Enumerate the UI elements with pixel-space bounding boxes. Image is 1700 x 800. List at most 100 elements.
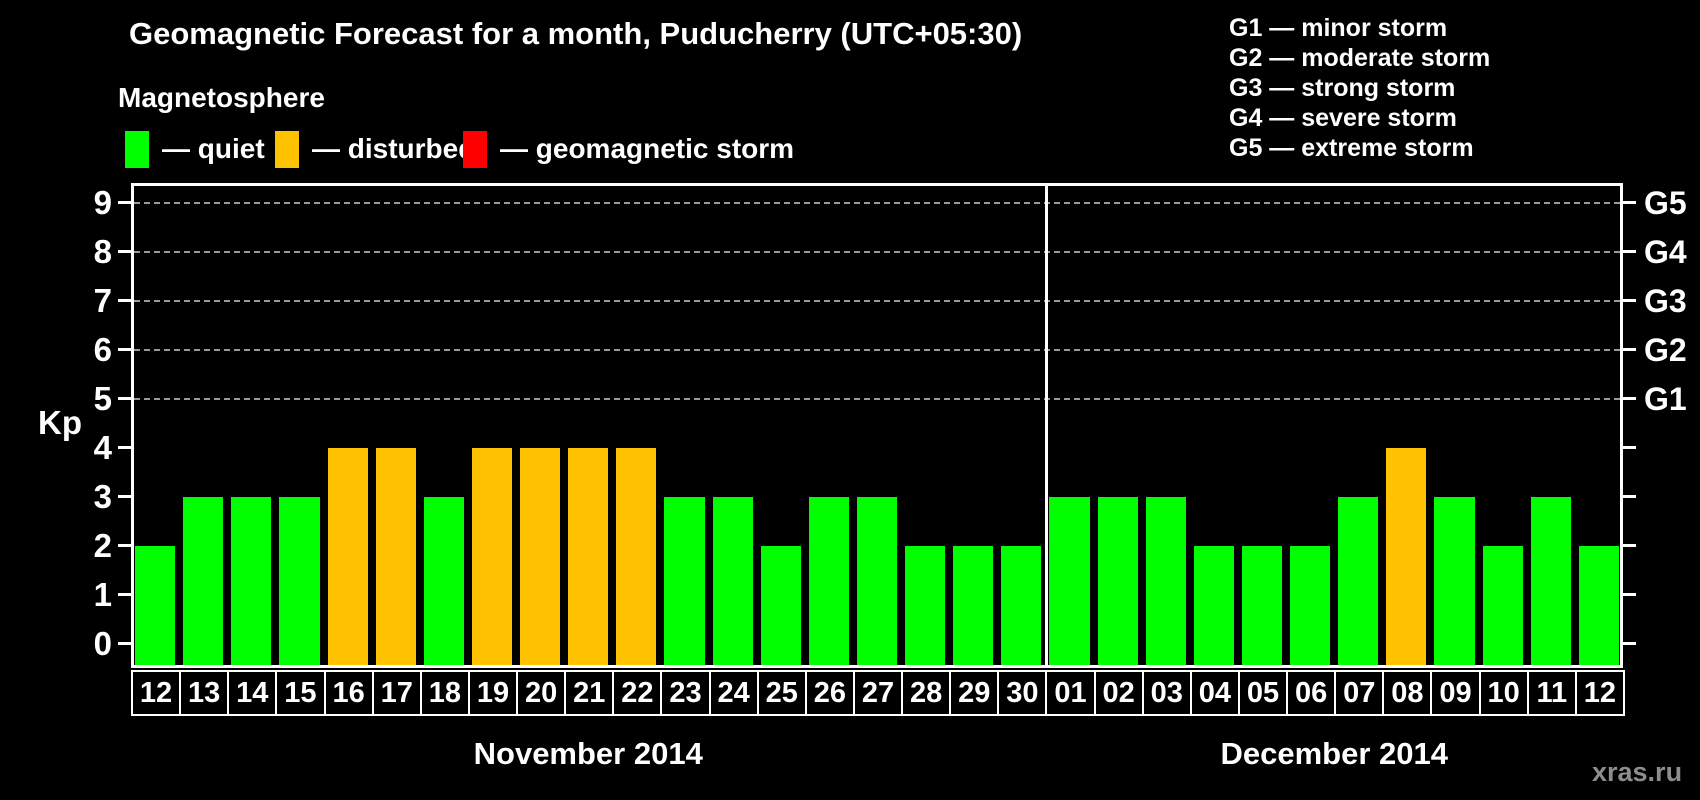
right-axis-tick-4 (1623, 446, 1636, 450)
y-axis-label-5: 5 (93, 379, 112, 417)
kp-bar-november-15 (279, 496, 320, 665)
y-axis-title: Kp (38, 404, 82, 441)
month-label-november: November 2014 (473, 736, 703, 771)
kp-bar-december-08 (1386, 447, 1427, 665)
gridline-kp8 (134, 250, 1620, 253)
right-axis-tick-3 (1623, 495, 1636, 499)
gridline-kp5 (134, 397, 1620, 400)
legend-item-quiet: — quiet (125, 130, 265, 168)
kp-bar-december-05 (1241, 545, 1283, 665)
kp-bar-november-13 (183, 496, 224, 665)
day-label-06: 06 (1286, 670, 1337, 716)
right-axis-tick-1 (1623, 593, 1636, 596)
day-label-26: 26 (804, 670, 855, 716)
kp-bar-december-03 (1145, 496, 1186, 665)
y-axis-label-2: 2 (93, 526, 112, 564)
kp-bar-december-07 (1338, 496, 1379, 665)
left-axis-tick-2 (118, 544, 131, 548)
right-axis-tick-6 (1623, 348, 1636, 352)
kp-bar-december-09 (1434, 496, 1475, 665)
right-axis-tick-8 (1623, 250, 1636, 254)
kp-bar-november-21 (568, 447, 609, 665)
day-label-07: 07 (1334, 670, 1385, 716)
kp-bar-november-17 (375, 447, 416, 665)
day-label-09: 09 (1430, 670, 1481, 716)
month-separator (1045, 186, 1049, 665)
day-label-16: 16 (323, 670, 374, 716)
g5-legend-line: G5 — extreme storm (1229, 134, 1474, 162)
g-axis-label-g3: G3 (1644, 282, 1687, 319)
legend-label-disturbed: — disturbed (312, 133, 476, 164)
day-label-21: 21 (564, 670, 615, 716)
day-label-28: 28 (901, 670, 952, 716)
storm-color-swatch (463, 130, 487, 168)
kp-bar-november-26 (808, 496, 849, 665)
g-axis-label-g5: G5 (1644, 184, 1687, 221)
left-axis-tick-3 (118, 495, 131, 499)
legend-label-quiet: — quiet (162, 133, 265, 164)
day-label-08: 08 (1382, 670, 1433, 716)
month-label-december: December 2014 (1220, 736, 1448, 771)
kp-bar-december-02 (1097, 496, 1138, 665)
gridline-kp6 (134, 348, 1620, 351)
right-axis-tick-0 (1623, 642, 1636, 645)
day-label-01: 01 (1045, 670, 1096, 716)
y-axis-label-6: 6 (93, 330, 112, 368)
day-label-20: 20 (516, 670, 567, 716)
y-axis-label-7: 7 (93, 281, 112, 319)
day-label-17: 17 (371, 670, 422, 716)
kp-bar-november-19 (471, 447, 513, 665)
day-label-22: 22 (612, 670, 663, 716)
day-label-14: 14 (227, 670, 278, 716)
kp-bar-november-25 (760, 545, 801, 665)
chart-title: Geomagnetic Forecast for a month, Puduch… (129, 16, 1023, 51)
kp-bar-december-11 (1530, 496, 1571, 665)
kp-bar-december-04 (1193, 545, 1234, 665)
kp-bar-november-30 (1001, 545, 1042, 665)
quiet-color-swatch (125, 130, 149, 168)
site-watermark: xras.ru (1592, 757, 1683, 787)
y-axis-label-1: 1 (93, 575, 112, 613)
left-axis-tick-7 (118, 299, 131, 303)
day-label-23: 23 (660, 670, 711, 716)
day-label-30: 30 (997, 670, 1048, 716)
gridline-kp9 (134, 201, 1620, 204)
legend-item-storm: — geomagnetic storm (463, 130, 794, 168)
day-label-19: 19 (467, 670, 519, 716)
y-axis-label-3: 3 (93, 477, 112, 515)
kp-bar-november-23 (664, 496, 705, 665)
left-axis-tick-4 (118, 446, 131, 450)
right-axis-tick-9 (1623, 201, 1636, 205)
g-axis-label-g2: G2 (1644, 331, 1687, 368)
day-label-25: 25 (756, 670, 807, 716)
left-axis-tick-0 (118, 642, 131, 645)
y-axis-label-8: 8 (93, 232, 112, 270)
day-label-24: 24 (708, 670, 759, 716)
legend-item-disturbed: — disturbed (275, 130, 475, 168)
day-label-13: 13 (179, 670, 230, 716)
day-axis-strip: 12 13 14 15 16 17 18 19 20 21 22 23 24 25 26 27 28 29 30 01… (131, 670, 1627, 716)
kp-bar-november-29 (953, 545, 994, 665)
kp-bar-november-24 (712, 496, 753, 665)
g3-legend-line: G3 — strong storm (1229, 74, 1456, 102)
day-label-04: 04 (1189, 670, 1240, 716)
kp-bar-november-28 (905, 545, 946, 665)
left-axis-tick-1 (118, 593, 131, 596)
left-axis-tick-9 (118, 201, 131, 205)
day-label-15: 15 (275, 670, 326, 716)
g2-legend-line: G2 — moderate storm (1229, 44, 1491, 72)
kp-bar-november-14 (231, 496, 272, 665)
day-label-05: 05 (1237, 670, 1289, 716)
right-axis-tick-7 (1623, 299, 1636, 303)
g-axis-label-g4: G4 (1644, 233, 1687, 270)
kp-bar-december-01 (1049, 496, 1090, 665)
day-label-12: 12 (1574, 670, 1625, 716)
kp-bar-november-27 (856, 496, 898, 665)
day-label-11: 11 (1526, 670, 1577, 716)
day-label-29: 29 (949, 670, 1000, 716)
kp-bar-december-10 (1482, 545, 1523, 665)
kp-bar-november-18 (423, 496, 464, 665)
y-axis-label-4: 4 (93, 428, 112, 466)
g-axis-label-g1: G1 (1644, 380, 1687, 417)
